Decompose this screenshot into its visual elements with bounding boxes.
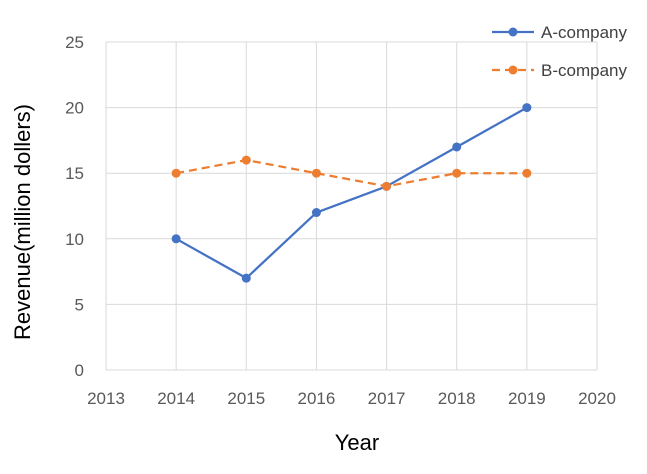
data-point <box>171 234 181 244</box>
x-tick-label: 2015 <box>227 389 265 408</box>
legend-marker <box>508 65 518 75</box>
series-line-b-company <box>175 158 527 188</box>
x-tick-label: 2019 <box>508 389 546 408</box>
data-point <box>522 168 532 178</box>
legend: A-company B-company <box>492 23 627 80</box>
series-b-company <box>171 155 532 191</box>
data-point <box>171 168 181 178</box>
y-axis-ticks: 0 5 10 15 20 25 <box>65 33 84 380</box>
data-point <box>522 103 532 113</box>
x-tick-label: 2016 <box>298 389 336 408</box>
legend-label: A-company <box>541 23 627 42</box>
series-a-company <box>171 103 532 283</box>
x-axis-title: Year <box>335 430 379 455</box>
y-tick-label: 25 <box>65 33 84 52</box>
data-point <box>241 155 251 165</box>
y-axis-title: Revenue(million dollers) <box>10 104 35 340</box>
x-tick-label: 2018 <box>438 389 476 408</box>
y-tick-label: 10 <box>65 230 84 249</box>
legend-item-b-company: B-company <box>492 61 627 80</box>
x-axis-ticks: 2013 2014 2015 2016 2017 2018 2019 2020 <box>87 389 616 408</box>
y-tick-label: 20 <box>65 99 84 118</box>
legend-label: B-company <box>541 61 627 80</box>
y-tick-label: 5 <box>75 295 84 314</box>
x-tick-label: 2013 <box>87 389 125 408</box>
series-group <box>171 103 532 283</box>
data-point <box>311 208 321 218</box>
y-tick-label: 15 <box>65 164 84 183</box>
series-line-a-company <box>175 106 528 280</box>
legend-marker <box>508 27 518 37</box>
data-point <box>452 168 462 178</box>
y-tick-label: 0 <box>75 361 84 380</box>
data-point <box>241 273 251 283</box>
legend-item-a-company: A-company <box>492 23 627 42</box>
x-tick-label: 2014 <box>157 389 195 408</box>
data-point <box>382 181 392 191</box>
x-tick-label: 2020 <box>578 389 616 408</box>
data-point <box>311 168 321 178</box>
x-tick-label: 2017 <box>368 389 406 408</box>
grid-lines <box>105 41 598 371</box>
data-point <box>452 142 462 152</box>
